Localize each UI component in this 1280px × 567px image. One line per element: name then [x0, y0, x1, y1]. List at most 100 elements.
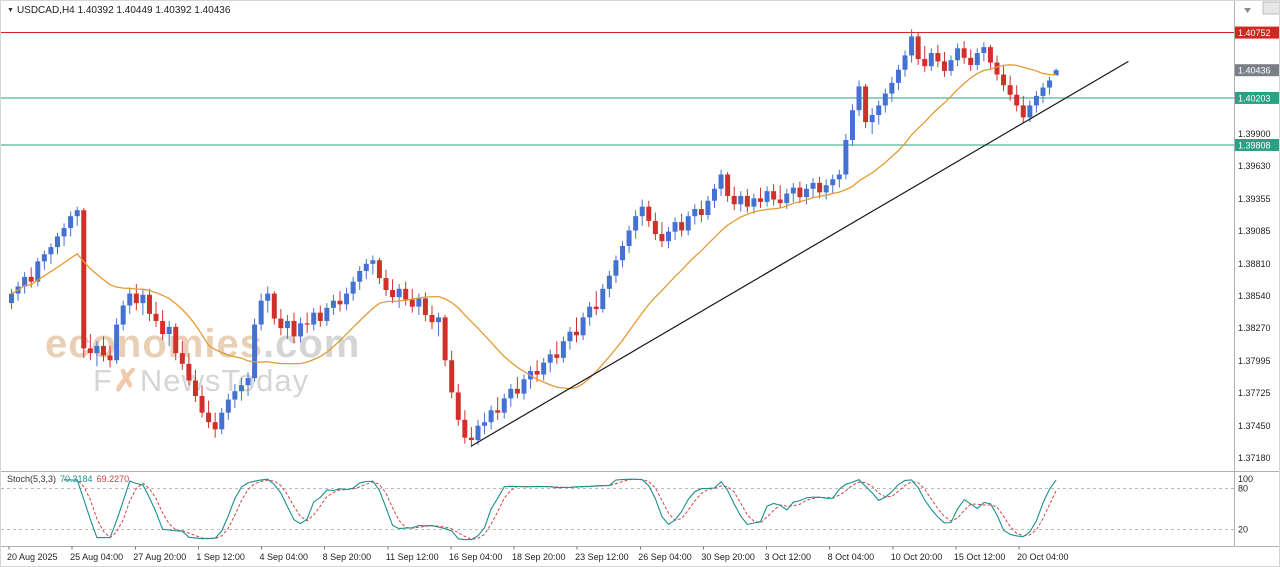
- candle-body: [928, 53, 934, 67]
- price-tick-label: 1.39355: [1238, 194, 1271, 204]
- time-axis-label[interactable]: 1 Sep 12:00: [196, 552, 245, 562]
- candle-body: [146, 294, 152, 314]
- candle-body: [87, 348, 93, 354]
- candle-body: [994, 62, 1000, 75]
- moving-average-line[interactable]: [11, 64, 1057, 390]
- candle-body: [422, 298, 428, 316]
- current-price-label-text: 1.40436: [1238, 66, 1271, 76]
- candle-body: [192, 380, 198, 396]
- candle-body: [54, 236, 60, 248]
- candle-body: [626, 230, 632, 246]
- candle-body: [751, 198, 757, 207]
- candle-body: [797, 187, 803, 198]
- current-price-label-box: [1235, 64, 1279, 77]
- candle-body: [521, 379, 527, 394]
- candle-body: [974, 53, 980, 65]
- watermark-tagline-post: NewsToday: [139, 363, 310, 398]
- price-tick-label: 1.37450: [1238, 421, 1271, 431]
- time-axis-label[interactable]: 16 Sep 04:00: [449, 552, 503, 562]
- candle-body: [600, 288, 606, 310]
- axis-corner-box[interactable]: [1262, 1, 1280, 15]
- stoch-main-line: [64, 478, 1057, 541]
- candle-body: [764, 191, 770, 202]
- candle-body: [383, 278, 389, 291]
- candle-body: [304, 323, 310, 325]
- candle-body: [534, 370, 540, 375]
- candle-body: [843, 139, 849, 175]
- candle-body: [580, 317, 586, 336]
- candle-body: [337, 300, 343, 305]
- candle-body: [409, 299, 415, 307]
- candle-body: [350, 281, 356, 294]
- price-tick-label: 1.39900: [1238, 129, 1271, 139]
- price-tick-label: 1.37995: [1238, 356, 1271, 366]
- stoch-axis-label: 20: [1238, 524, 1248, 534]
- candle-body: [495, 410, 501, 413]
- candle-body: [725, 174, 731, 196]
- time-axis-label[interactable]: 8 Oct 04:00: [828, 552, 875, 562]
- candle-body: [1047, 80, 1053, 88]
- candle-body: [265, 293, 271, 301]
- candle-body: [810, 182, 816, 189]
- candle-body: [876, 105, 882, 115]
- indicator-k-value: 70.3184: [60, 474, 93, 484]
- price-tick-label: 1.39630: [1238, 161, 1271, 171]
- candle-body: [429, 315, 435, 323]
- candle-body: [298, 323, 304, 337]
- candle-body: [357, 270, 363, 282]
- symbol-dropdown-icon[interactable]: ▼: [7, 7, 14, 14]
- candle-body: [633, 216, 639, 231]
- time-axis-label[interactable]: 26 Sep 04:00: [638, 552, 692, 562]
- price-tick-label: 1.37180: [1238, 453, 1271, 463]
- support-price-label-box: [1235, 138, 1279, 151]
- candle-body: [212, 422, 218, 430]
- time-axis-label[interactable]: 11 Sep 12:00: [386, 552, 439, 562]
- time-axis-label[interactable]: 8 Sep 20:00: [323, 552, 372, 562]
- price-tick-label: 1.38540: [1238, 291, 1271, 301]
- trendline[interactable]: [471, 60, 1129, 447]
- candle-body: [560, 341, 566, 358]
- candle-body: [863, 86, 869, 123]
- candle-body: [133, 293, 139, 304]
- candle-body: [922, 59, 928, 67]
- time-axis-label[interactable]: 10 Oct 20:00: [891, 552, 943, 562]
- indicator-name: Stoch(5,3,3): [7, 474, 57, 484]
- candle-body: [613, 260, 619, 276]
- time-axis-label[interactable]: 20 Aug 2025: [7, 552, 58, 562]
- time-axis-label[interactable]: 20 Oct 04:00: [1017, 552, 1069, 562]
- candle-body: [554, 354, 560, 358]
- time-axis-label[interactable]: 4 Sep 04:00: [260, 552, 309, 562]
- symbol-ohlc-header: ▼ USDCAD,H4 1.40392 1.40449 1.40392 1.404…: [7, 5, 230, 16]
- candle-body: [416, 298, 422, 307]
- autoscroll-icon[interactable]: [1244, 8, 1251, 13]
- price-tick-label: 1.38270: [1238, 323, 1271, 333]
- candle-body: [488, 410, 494, 423]
- time-axis-label[interactable]: 30 Sep 20:00: [701, 552, 755, 562]
- resistance-price-label-box: [1235, 26, 1279, 39]
- candle-body: [173, 326, 179, 354]
- candle-body: [692, 209, 698, 217]
- candle-body: [639, 206, 645, 217]
- time-axis-label[interactable]: 15 Oct 12:00: [954, 552, 1006, 562]
- candle-body: [731, 195, 737, 205]
- candle-body: [574, 331, 580, 336]
- time-axis-label[interactable]: 18 Sep 20:00: [512, 552, 566, 562]
- time-axis-label[interactable]: 3 Oct 12:00: [765, 552, 812, 562]
- candle-body: [659, 234, 665, 242]
- candle-body: [442, 317, 448, 361]
- time-axis-label[interactable]: 23 Sep 12:00: [575, 552, 629, 562]
- candle-body: [41, 254, 47, 262]
- candle-body: [1001, 74, 1007, 86]
- candle-body: [94, 345, 100, 354]
- candle-body: [508, 388, 514, 399]
- time-axis-label[interactable]: 27 Aug 20:00: [133, 552, 186, 562]
- candle-body: [935, 53, 941, 62]
- candle-body: [100, 345, 106, 356]
- candle-body: [902, 55, 908, 70]
- candle-body: [771, 191, 777, 200]
- candle-body: [541, 362, 547, 375]
- candle-body: [711, 188, 717, 201]
- time-axis-label[interactable]: 25 Aug 04:00: [70, 552, 123, 562]
- candle-body: [376, 260, 382, 279]
